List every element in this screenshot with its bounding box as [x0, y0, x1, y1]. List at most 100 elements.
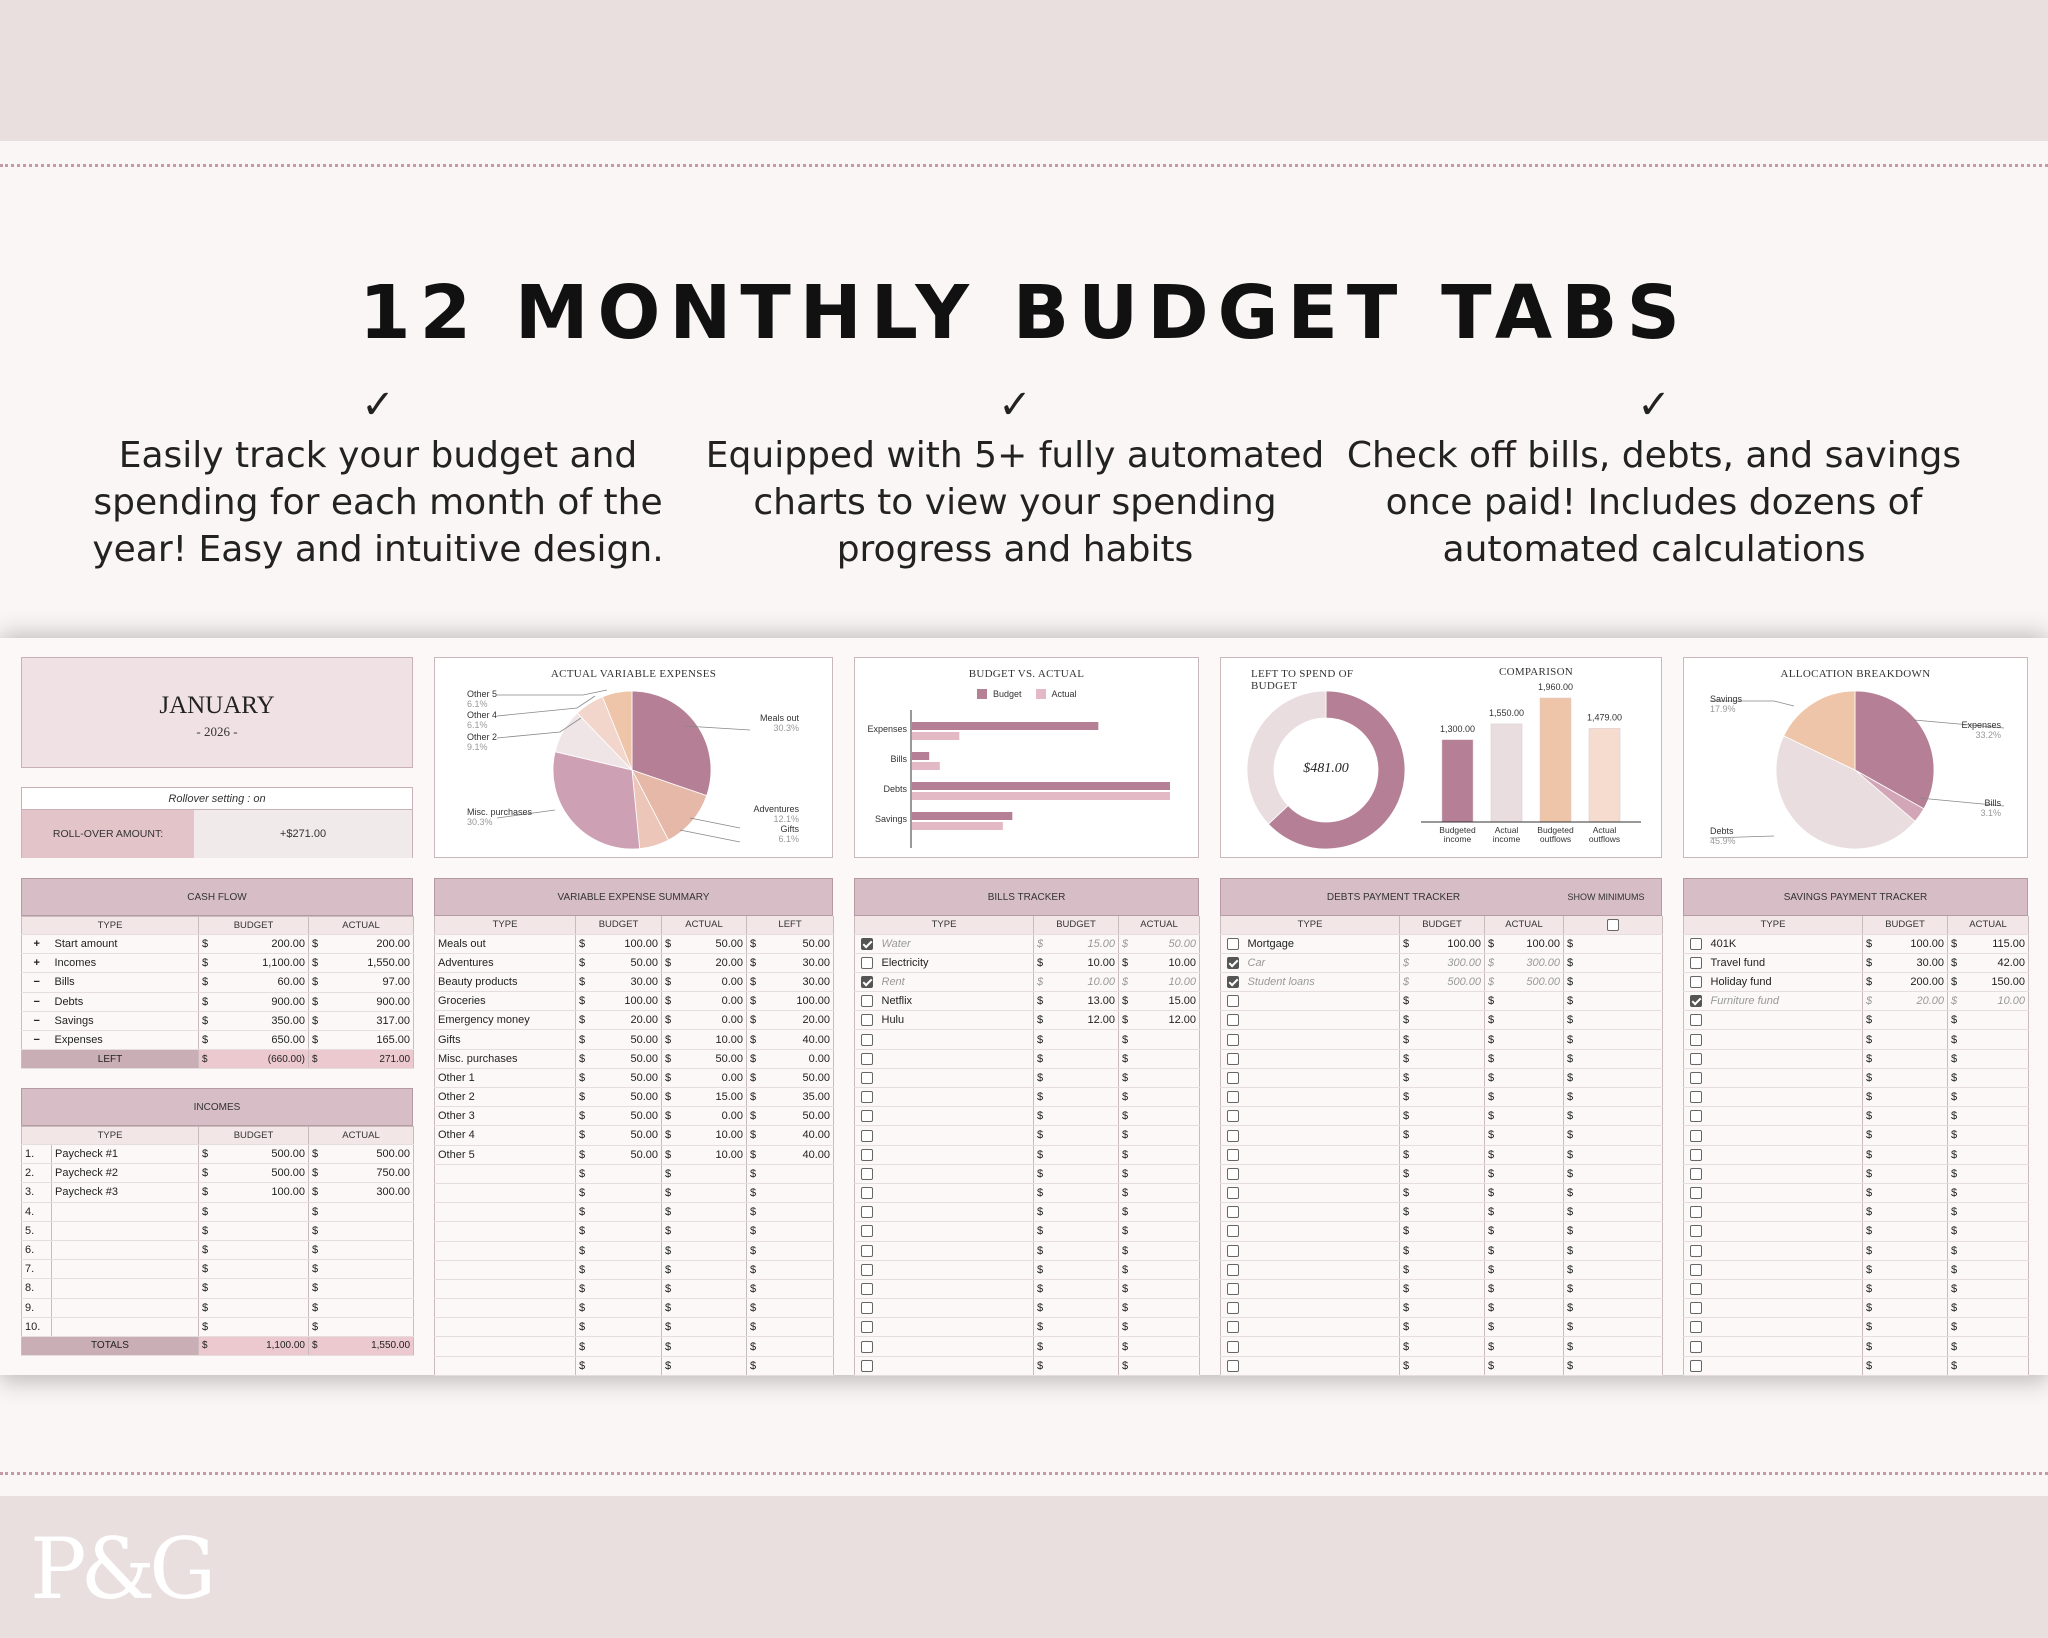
row-budget[interactable] — [1417, 1106, 1485, 1127]
paid-checkbox[interactable] — [1226, 1033, 1239, 1046]
row-budget[interactable]: 13.00 — [1051, 991, 1119, 1012]
paid-checkbox[interactable] — [860, 1071, 873, 1084]
row-budget[interactable] — [1417, 1049, 1485, 1069]
paid-checkbox[interactable] — [860, 1187, 873, 1200]
row-type[interactable]: Adventures — [434, 953, 576, 973]
row-actual[interactable] — [1136, 1087, 1200, 1108]
paid-checkbox[interactable] — [1689, 1052, 1702, 1065]
rollover-setting[interactable]: Rollover setting : on — [22, 788, 412, 810]
row-budget[interactable]: 60.00 — [216, 972, 309, 993]
paid-checkbox[interactable] — [1689, 956, 1702, 969]
row-budget[interactable] — [216, 1278, 309, 1299]
row-budget[interactable]: 30.00 — [1880, 953, 1948, 973]
paid-checkbox[interactable] — [860, 995, 873, 1008]
paid-checkbox[interactable] — [1689, 1244, 1702, 1257]
paid-checkbox[interactable] — [1226, 937, 1239, 950]
row-actual[interactable]: 100.00 — [1502, 934, 1564, 954]
row-budget[interactable]: 50.00 — [593, 1145, 662, 1165]
row-type[interactable] — [434, 1356, 576, 1376]
row-budget[interactable]: 12.00 — [1051, 1010, 1119, 1031]
paid-checkbox[interactable] — [1689, 1071, 1702, 1084]
row-type[interactable]: Paycheck #2 — [51, 1163, 199, 1184]
row-type[interactable]: Holiday fund — [1707, 972, 1863, 993]
paid-checkbox[interactable] — [1689, 1263, 1702, 1276]
row-actual[interactable] — [326, 1202, 414, 1222]
row-budget[interactable]: 500.00 — [216, 1144, 309, 1165]
row-budget[interactable] — [593, 1221, 662, 1242]
row-budget[interactable] — [1051, 1356, 1119, 1376]
paid-checkbox[interactable] — [1689, 1340, 1702, 1353]
row-budget[interactable] — [593, 1336, 662, 1357]
paid-checkbox[interactable] — [860, 1129, 873, 1142]
row-type[interactable] — [434, 1298, 576, 1319]
paid-checkbox[interactable] — [1689, 1033, 1702, 1046]
row-type[interactable] — [434, 1336, 576, 1357]
row-actual[interactable] — [326, 1221, 414, 1241]
row-type[interactable] — [878, 1029, 1034, 1050]
row-budget[interactable] — [216, 1317, 309, 1337]
paid-checkbox[interactable] — [1689, 1129, 1702, 1142]
paid-checkbox[interactable] — [1689, 937, 1702, 950]
row-type[interactable]: Furniture fund — [1707, 991, 1863, 1012]
row-budget[interactable] — [593, 1356, 662, 1376]
row-budget[interactable] — [1417, 1317, 1485, 1338]
row-budget[interactable]: 200.00 — [216, 934, 309, 955]
row-actual[interactable] — [1965, 1241, 2029, 1261]
row-type[interactable] — [878, 1125, 1034, 1146]
row-type[interactable] — [1707, 1356, 1863, 1376]
row-actual[interactable] — [326, 1240, 414, 1261]
row-actual[interactable] — [1136, 1145, 1200, 1165]
row-budget[interactable] — [593, 1260, 662, 1280]
row-type[interactable]: Netflix — [878, 991, 1034, 1012]
paid-checkbox[interactable] — [860, 976, 873, 989]
row-actual[interactable] — [1965, 1049, 2029, 1069]
paid-checkbox[interactable] — [860, 1244, 873, 1257]
paid-checkbox[interactable] — [860, 1225, 873, 1238]
paid-checkbox[interactable] — [860, 1263, 873, 1276]
row-type[interactable] — [878, 1317, 1034, 1338]
row-actual[interactable]: 150.00 — [1965, 972, 2029, 993]
row-budget[interactable]: 500.00 — [1417, 972, 1485, 993]
row-budget[interactable] — [593, 1164, 662, 1184]
paid-checkbox[interactable] — [860, 1283, 873, 1296]
row-type[interactable] — [1244, 1068, 1400, 1089]
row-budget[interactable]: 350.00 — [216, 1011, 309, 1031]
paid-checkbox[interactable] — [860, 1148, 873, 1161]
row-actual[interactable]: 300.00 — [326, 1182, 414, 1203]
row-type[interactable] — [1244, 1260, 1400, 1280]
row-actual[interactable] — [1502, 1183, 1564, 1204]
paid-checkbox[interactable] — [860, 1052, 873, 1065]
row-budget[interactable]: 500.00 — [216, 1163, 309, 1184]
row-type[interactable] — [1244, 1106, 1400, 1127]
row-type[interactable] — [1244, 1010, 1400, 1031]
row-type[interactable] — [1244, 1087, 1400, 1108]
row-actual[interactable] — [1136, 1241, 1200, 1261]
row-budget[interactable]: 50.00 — [593, 953, 662, 973]
row-type[interactable] — [434, 1241, 576, 1261]
paid-checkbox[interactable] — [860, 1167, 873, 1180]
row-actual[interactable] — [1965, 1106, 2029, 1127]
row-type[interactable] — [1244, 1241, 1400, 1261]
row-type[interactable] — [1707, 1298, 1863, 1319]
row-type[interactable] — [434, 1260, 576, 1280]
row-actual[interactable] — [1136, 1298, 1200, 1319]
row-type[interactable]: Misc. purchases — [434, 1049, 576, 1069]
row-budget[interactable]: 50.00 — [593, 1106, 662, 1127]
row-actual[interactable] — [1502, 1298, 1564, 1319]
row-actual[interactable]: 900.00 — [326, 992, 414, 1012]
paid-checkbox[interactable] — [1226, 1148, 1239, 1161]
row-type[interactable]: Other 4 — [434, 1125, 576, 1146]
paid-checkbox[interactable] — [1689, 1206, 1702, 1219]
row-budget[interactable] — [1880, 1279, 1948, 1300]
row-budget[interactable]: 50.00 — [593, 1087, 662, 1108]
row-budget[interactable]: 1,100.00 — [216, 953, 309, 974]
row-actual[interactable] — [1965, 1164, 2029, 1184]
row-actual[interactable]: 300.00 — [1502, 953, 1564, 973]
row-type[interactable]: Meals out — [434, 934, 576, 954]
row-type[interactable] — [878, 1241, 1034, 1261]
row-type[interactable]: Water — [878, 934, 1034, 954]
row-type[interactable]: Emergency money — [434, 1010, 576, 1031]
row-type[interactable] — [1244, 1029, 1400, 1050]
row-actual[interactable] — [1965, 1279, 2029, 1300]
row-budget[interactable] — [216, 1202, 309, 1222]
